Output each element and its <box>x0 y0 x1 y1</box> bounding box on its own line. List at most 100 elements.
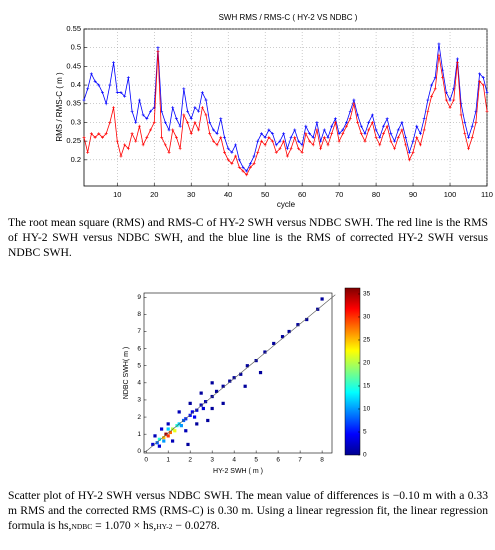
x-tick-label: 10 <box>113 190 121 199</box>
y-tick-label: 0 <box>137 448 141 455</box>
point-marker <box>119 91 123 95</box>
colorbar-tick-label: 30 <box>363 314 371 321</box>
point-marker <box>441 76 445 80</box>
y-axis-label: RMS / RMS-C ( m ) <box>55 72 64 142</box>
point-marker <box>330 124 334 128</box>
point-marker <box>278 147 282 151</box>
point-marker <box>400 128 404 132</box>
point-marker <box>337 139 341 143</box>
point-marker <box>115 91 119 95</box>
point-marker <box>97 83 101 87</box>
colorbar-tick-label: 20 <box>363 360 371 367</box>
x-tick-label: 20 <box>150 190 158 199</box>
point-marker <box>171 128 175 132</box>
point-marker <box>374 135 378 139</box>
point-marker <box>182 87 186 91</box>
point-marker <box>211 128 215 132</box>
y-tick-label: 8 <box>137 311 141 318</box>
density-cell <box>168 430 172 435</box>
point-marker <box>452 98 456 102</box>
density-cell <box>157 437 161 441</box>
y-tick-label: 5 <box>137 362 141 369</box>
point-marker <box>393 147 397 151</box>
point-marker <box>174 135 178 139</box>
point-marker <box>156 49 160 53</box>
density-cell <box>243 384 247 388</box>
point-marker <box>444 98 448 102</box>
point-marker <box>463 120 467 124</box>
x-tick-label: 30 <box>187 190 195 199</box>
x-tick-label: 6 <box>276 457 280 464</box>
x-tick-label: 4 <box>232 457 236 464</box>
density-cell <box>263 350 267 354</box>
colorbar <box>344 287 361 456</box>
caption-text: Scatter plot of HY-2 SWH versus NDBC SWH… <box>8 489 488 532</box>
x-tick-label: 5 <box>254 457 258 464</box>
density-cell <box>179 424 183 428</box>
point-marker <box>285 154 289 158</box>
colorbar-tick-label: 35 <box>363 291 371 298</box>
point-marker <box>145 135 149 139</box>
point-marker <box>282 132 286 136</box>
point-marker <box>322 128 326 132</box>
density-cell <box>190 410 194 414</box>
point-marker <box>481 83 485 87</box>
point-marker <box>123 94 127 98</box>
y-tick-label: 2 <box>137 414 141 421</box>
point-marker <box>411 150 415 154</box>
point-marker <box>134 120 138 124</box>
point-marker <box>259 132 263 136</box>
point-marker <box>149 128 153 132</box>
point-marker <box>348 109 352 113</box>
point-marker <box>208 120 212 124</box>
point-marker <box>104 132 108 136</box>
point-marker <box>282 139 286 143</box>
y-tick-label: 0.35 <box>66 99 81 108</box>
point-marker <box>326 143 330 147</box>
point-marker <box>137 98 141 102</box>
y-tick-label: 0.45 <box>66 61 81 70</box>
point-marker <box>108 120 112 124</box>
point-marker <box>149 109 153 113</box>
point-marker <box>315 128 319 132</box>
point-marker <box>186 120 190 124</box>
point-marker <box>304 124 308 128</box>
density-cell <box>245 364 249 368</box>
x-tick-label: 90 <box>409 190 417 199</box>
point-marker <box>182 113 186 117</box>
point-marker <box>370 120 374 124</box>
point-marker <box>137 124 141 128</box>
point-marker <box>455 57 459 61</box>
x-tick-label: 40 <box>224 190 232 199</box>
point-marker <box>389 139 393 143</box>
density-cell <box>280 335 285 339</box>
scatter-chart: HY-2 SWH ( m ) NDBC SWH( m ) 0 1 2 3 4 5 6 7 8 0 1… <box>123 287 371 475</box>
plot-area <box>143 292 333 454</box>
point-marker <box>252 162 256 166</box>
point-marker <box>241 165 245 169</box>
density-cell <box>162 435 166 440</box>
point-marker <box>437 53 441 57</box>
point-marker <box>315 120 319 124</box>
point-marker <box>197 109 201 113</box>
density-cell <box>296 323 300 327</box>
point-marker <box>241 169 245 173</box>
point-marker <box>352 98 356 102</box>
y-tick-label: 0.25 <box>66 136 81 145</box>
point-marker <box>333 117 337 121</box>
colorbar-tick-label: 15 <box>363 383 371 390</box>
point-marker <box>319 139 323 143</box>
point-marker <box>167 128 171 132</box>
x-tick-label: 0 <box>144 457 148 464</box>
point-marker <box>293 128 297 132</box>
point-marker <box>467 135 471 139</box>
point-marker <box>430 83 434 87</box>
point-marker <box>86 87 90 91</box>
point-marker <box>333 120 337 124</box>
density-cell <box>192 415 197 419</box>
point-marker <box>126 147 130 151</box>
point-marker <box>119 154 123 158</box>
point-marker <box>422 117 426 121</box>
density-cell <box>320 297 324 301</box>
point-marker <box>145 117 149 121</box>
